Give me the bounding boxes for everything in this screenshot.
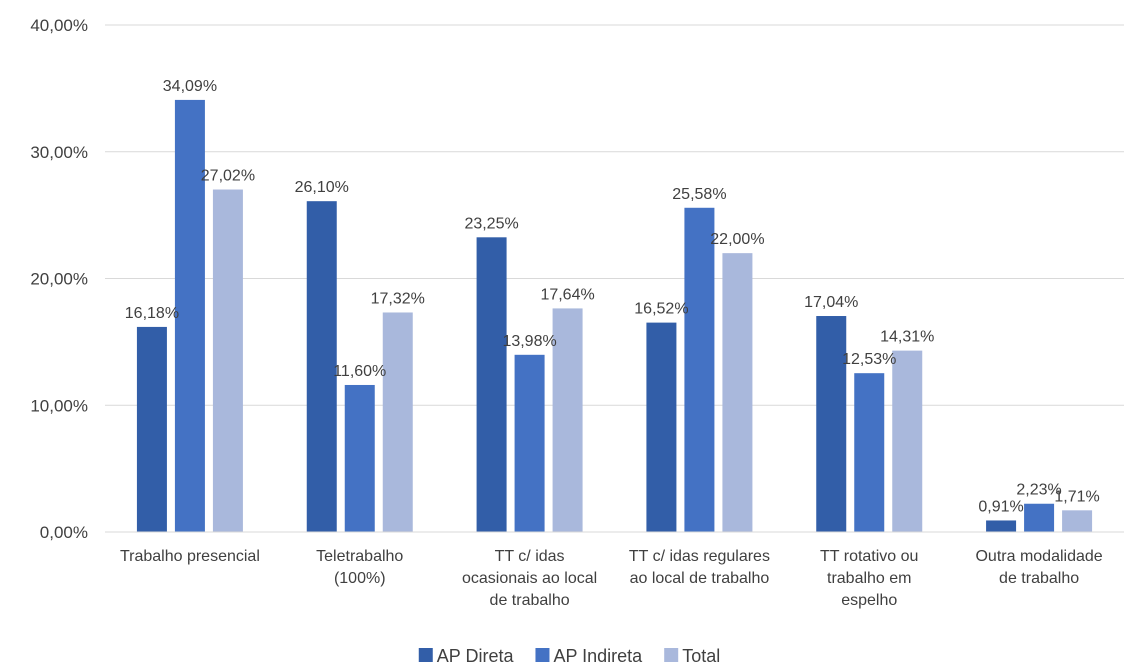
category-label-line: TT rotativo ou	[820, 548, 918, 565]
category-label-line: Teletrabalho	[316, 548, 403, 565]
legend: AP Direta AP Indireta Total	[418, 646, 720, 666]
data-label: 16,52%	[634, 301, 688, 318]
legend-label: AP Direta	[437, 646, 515, 666]
data-label: 12,53%	[842, 351, 896, 368]
data-label: 1,71%	[1054, 488, 1099, 505]
data-label: 11,60%	[333, 363, 386, 380]
data-label: 14,31%	[880, 329, 934, 346]
category-label-line: de trabalho	[999, 570, 1079, 587]
category-label-line: espelho	[841, 592, 897, 609]
legend-item: AP Direta	[418, 646, 515, 666]
bar	[552, 308, 583, 532]
data-label: 27,02%	[201, 168, 255, 185]
category-label: TT c/ idas ocasionais ao local de trabalho	[462, 548, 597, 609]
category-label: Trabalho presencial	[120, 548, 260, 565]
bar	[892, 350, 923, 532]
y-tick-label: 10,00%	[30, 396, 88, 415]
bar	[684, 207, 715, 532]
data-label: 0,91%	[978, 498, 1023, 515]
category-label-line: ocasionais ao local	[462, 570, 597, 587]
data-label: 17,64%	[540, 286, 594, 303]
bar	[476, 237, 507, 532]
bar	[646, 322, 677, 532]
data-label: 17,04%	[804, 294, 858, 311]
bar	[816, 316, 847, 532]
data-label: 34,09%	[163, 78, 217, 95]
bar	[986, 520, 1017, 532]
x-axis: Trabalho presencial Teletrabalho (100%) TT …	[105, 531, 1124, 609]
legend-swatch	[664, 648, 679, 662]
y-tick-label: 0,00%	[40, 523, 88, 542]
data-label: 25,58%	[672, 186, 726, 203]
category-label: Outra modalidade de trabalho	[975, 548, 1102, 587]
category-label-line: (100%)	[334, 570, 386, 587]
data-labels: 16,18% 34,09% 27,02% 26,10% 11,60% 17,32% 23,2…	[125, 78, 1100, 516]
y-axis: 0,00% 10,00% 20,00% 30,00% 40,00%	[30, 16, 88, 542]
bar	[344, 384, 375, 532]
data-label: 13,98%	[502, 333, 556, 350]
bar	[722, 253, 753, 532]
legend-item: Total	[664, 646, 720, 666]
bar	[382, 312, 413, 532]
data-label: 23,25%	[464, 215, 518, 232]
bars	[136, 99, 1093, 533]
category-label-line: TT c/ idas regulares	[629, 548, 770, 565]
y-tick-label: 30,00%	[30, 143, 88, 162]
category-label: Teletrabalho (100%)	[316, 548, 403, 587]
legend-swatch	[535, 648, 550, 662]
legend-item: AP Indireta	[535, 646, 643, 666]
category-label-line: ao local de trabalho	[630, 570, 770, 587]
category-label-line: TT c/ idas	[495, 548, 565, 565]
bar	[854, 373, 885, 532]
category-label: TT c/ idas regulares ao local de trabalho	[629, 548, 770, 587]
bar	[1024, 503, 1055, 532]
legend-label: Total	[682, 646, 720, 666]
bar	[306, 201, 337, 532]
data-label: 17,32%	[371, 290, 425, 307]
y-tick-label: 40,00%	[30, 16, 88, 35]
category-label: TT rotativo ou trabalho em espelho	[820, 548, 918, 609]
bar	[212, 189, 243, 533]
category-label-line: trabalho em	[827, 570, 912, 587]
data-label: 26,10%	[295, 179, 349, 196]
bar	[514, 354, 545, 532]
data-label: 22,00%	[710, 231, 764, 248]
category-label-line: Outra modalidade	[975, 548, 1102, 565]
data-label: 16,18%	[125, 305, 179, 322]
y-tick-label: 20,00%	[30, 270, 88, 289]
legend-label: AP Indireta	[553, 646, 643, 666]
category-label-line: Trabalho presencial	[120, 548, 260, 565]
bar	[174, 99, 205, 533]
category-label-line: de trabalho	[490, 592, 570, 609]
bar	[1062, 510, 1093, 532]
data-label: 2,23%	[1016, 482, 1061, 499]
bar	[136, 326, 167, 532]
gridlines	[105, 24, 1124, 533]
legend-swatch	[418, 648, 433, 662]
